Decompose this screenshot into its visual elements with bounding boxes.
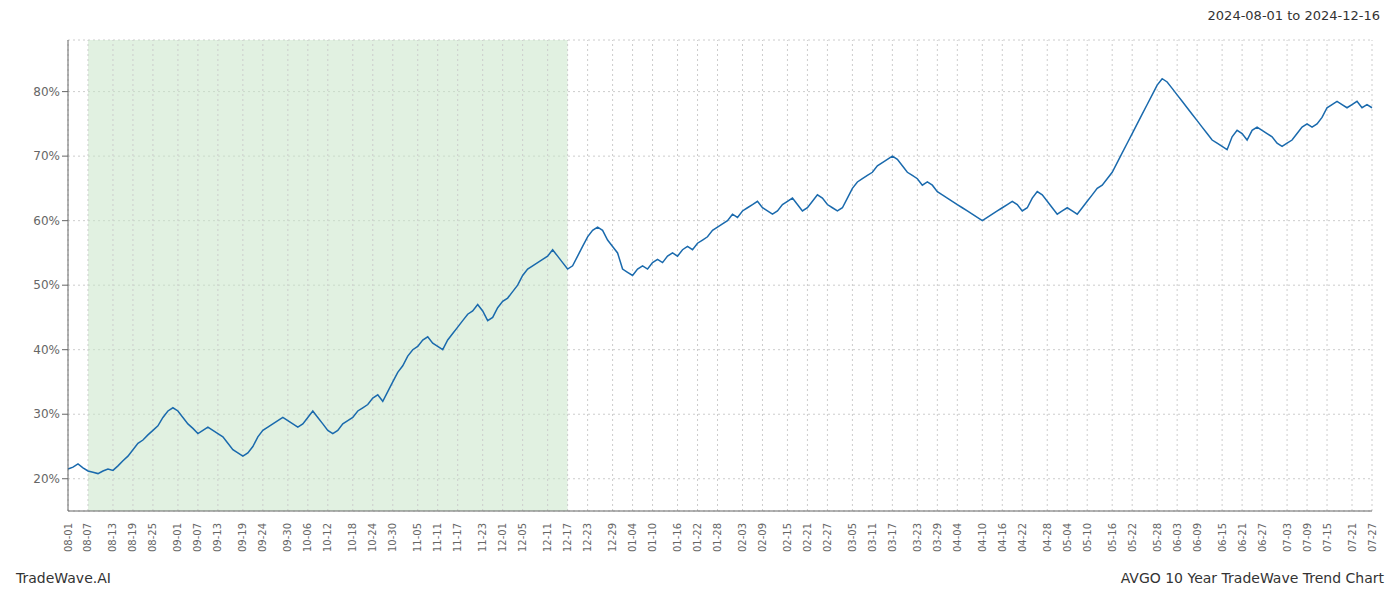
svg-text:10-24: 10-24 <box>367 523 378 552</box>
svg-text:10-18: 10-18 <box>347 523 358 552</box>
svg-text:10-12: 10-12 <box>322 523 333 552</box>
svg-text:03-11: 03-11 <box>867 523 878 552</box>
svg-text:09-19: 09-19 <box>237 523 248 552</box>
svg-text:08-07: 08-07 <box>82 523 93 552</box>
svg-text:06-27: 06-27 <box>1257 523 1268 552</box>
svg-text:05-28: 05-28 <box>1152 523 1163 552</box>
svg-text:01-04: 01-04 <box>627 523 638 552</box>
svg-text:07-03: 07-03 <box>1282 523 1293 552</box>
svg-text:09-24: 09-24 <box>257 523 268 552</box>
svg-text:50%: 50% <box>33 278 60 292</box>
svg-text:03-05: 03-05 <box>847 523 858 552</box>
svg-text:02-21: 02-21 <box>802 523 813 552</box>
svg-text:70%: 70% <box>33 149 60 163</box>
svg-text:01-16: 01-16 <box>672 523 683 552</box>
html-text:2024-08-01 to 2024-12-16: 2024-08-01 to 2024-12-16 <box>1207 8 1380 23</box>
svg-text:06-09: 06-09 <box>1192 523 1203 552</box>
svg-text:04-16: 04-16 <box>997 523 1008 552</box>
svg-text:80%: 80% <box>33 85 60 99</box>
svg-text:05-16: 05-16 <box>1107 523 1118 552</box>
svg-text:07-09: 07-09 <box>1302 523 1313 552</box>
svg-text:11-17: 11-17 <box>452 523 463 552</box>
svg-text:04-10: 04-10 <box>977 523 988 552</box>
svg-text:06-03: 06-03 <box>1172 523 1183 552</box>
svg-text:01-10: 01-10 <box>647 523 658 552</box>
svg-text:05-22: 05-22 <box>1127 523 1138 552</box>
svg-text:60%: 60% <box>33 214 60 228</box>
svg-text:03-23: 03-23 <box>912 523 923 552</box>
html-text:AVGO 10 Year TradeWave Trend C: AVGO 10 Year TradeWave Trend Chart <box>1120 570 1384 586</box>
svg-text:08-01: 08-01 <box>63 523 74 552</box>
svg-text:08-25: 08-25 <box>147 523 158 552</box>
svg-text:09-13: 09-13 <box>212 523 223 552</box>
svg-text:02-15: 02-15 <box>782 523 793 552</box>
svg-text:03-29: 03-29 <box>932 523 943 552</box>
svg-text:08-13: 08-13 <box>107 523 118 552</box>
svg-text:06-15: 06-15 <box>1217 523 1228 552</box>
svg-text:10-30: 10-30 <box>387 523 398 552</box>
svg-text:12-01: 12-01 <box>497 523 508 552</box>
svg-text:12-29: 12-29 <box>607 523 618 552</box>
svg-text:09-01: 09-01 <box>172 523 183 552</box>
svg-text:02-03: 02-03 <box>737 523 748 552</box>
svg-text:01-22: 01-22 <box>692 523 703 552</box>
svg-text:11-05: 11-05 <box>412 523 423 552</box>
svg-text:04-04: 04-04 <box>952 523 963 552</box>
svg-text:05-04: 05-04 <box>1062 523 1073 552</box>
svg-text:30%: 30% <box>33 407 60 421</box>
svg-text:09-07: 09-07 <box>192 523 203 552</box>
svg-text:11-23: 11-23 <box>477 523 488 552</box>
svg-text:07-27: 07-27 <box>1367 523 1378 552</box>
svg-text:12-17: 12-17 <box>562 523 573 552</box>
svg-text:01-28: 01-28 <box>712 523 723 552</box>
svg-text:06-21: 06-21 <box>1237 523 1248 552</box>
svg-text:02-09: 02-09 <box>757 523 768 552</box>
svg-text:12-23: 12-23 <box>582 523 593 552</box>
svg-text:04-28: 04-28 <box>1042 523 1053 552</box>
svg-text:02-27: 02-27 <box>822 523 833 552</box>
svg-text:07-21: 07-21 <box>1347 523 1358 552</box>
svg-text:10-06: 10-06 <box>302 523 313 552</box>
svg-text:03-17: 03-17 <box>887 523 898 552</box>
svg-text:12-11: 12-11 <box>542 523 553 552</box>
svg-text:09-30: 09-30 <box>282 523 293 552</box>
html-text:TradeWave.AI: TradeWave.AI <box>16 570 111 586</box>
svg-text:20%: 20% <box>33 472 60 486</box>
svg-text:40%: 40% <box>33 343 60 357</box>
svg-text:04-22: 04-22 <box>1017 523 1028 552</box>
svg-text:05-10: 05-10 <box>1082 523 1093 552</box>
svg-text:11-11: 11-11 <box>432 523 443 552</box>
svg-text:08-19: 08-19 <box>127 523 138 552</box>
svg-text:07-15: 07-15 <box>1322 523 1333 552</box>
svg-text:12-05: 12-05 <box>517 523 528 552</box>
